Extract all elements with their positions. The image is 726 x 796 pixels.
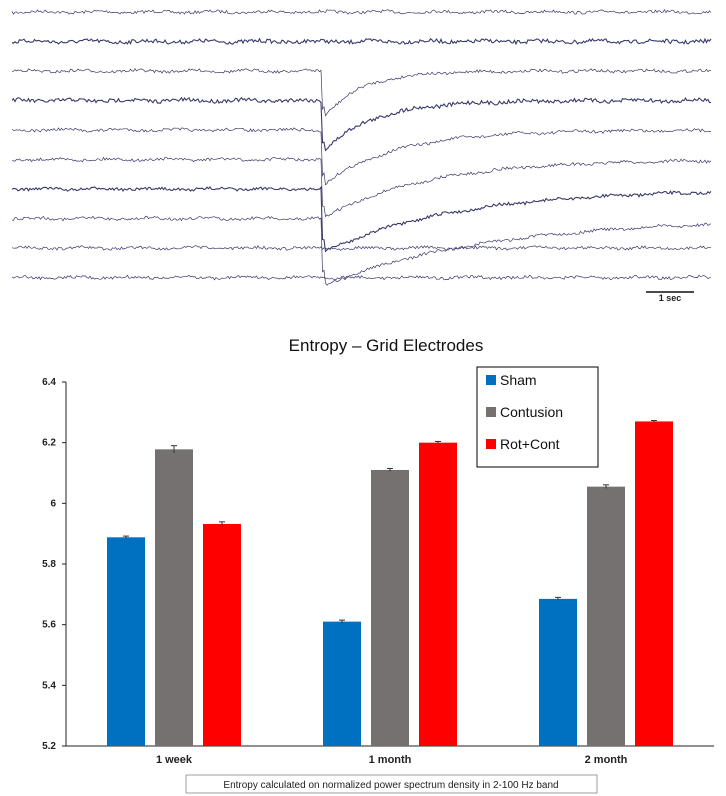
y-tick-label: 6.4	[42, 377, 56, 388]
eeg-channel-trace	[11, 68, 712, 117]
eeg-channel-trace	[11, 274, 712, 281]
legend-box	[476, 366, 599, 468]
y-tick-label: 5.2	[42, 741, 56, 752]
footnote-text: Entropy calculated on normalized power s…	[223, 780, 558, 791]
x-category-label: 2 month	[585, 754, 628, 766]
bar-sham-1-week	[107, 537, 145, 746]
eeg-trace-group	[11, 8, 712, 286]
bar-rot-cont-1-month	[419, 442, 457, 746]
eeg-traces-panel: 1 sec	[11, 8, 712, 303]
legend-entry-label: Rot+Cont	[500, 436, 560, 452]
x-category-label: 1 month	[369, 754, 412, 766]
eeg-channel-trace	[11, 215, 712, 286]
y-tick-label: 5.8	[42, 559, 56, 570]
y-tick-labels: 5.2 5.4 5.6 5.8 6 6.2 6.4	[42, 377, 56, 752]
legend: Sham Contusion Rot+Cont	[476, 366, 599, 468]
chart-title: Entropy – Grid Electrodes	[289, 336, 484, 355]
eeg-channel-trace	[11, 127, 711, 186]
bar-contusion-2-month	[587, 486, 625, 746]
scale-bar-label: 1 sec	[659, 293, 682, 303]
entropy-bar-chart: Entropy – Grid Electrodes 5.2 5.4 5.6 5.8 6 6…	[42, 336, 714, 794]
eeg-channel-trace	[11, 185, 712, 253]
legend-swatch	[486, 375, 496, 385]
eeg-channel-trace	[11, 37, 712, 46]
eeg-channel-trace	[11, 8, 712, 15]
y-tick-label: 5.6	[42, 620, 56, 631]
bar-rot-cont-1-week	[203, 523, 241, 746]
y-tick-label: 6.2	[42, 438, 56, 449]
bar-sham-1-month	[323, 621, 361, 746]
legend-swatch	[486, 407, 496, 417]
bar-contusion-1-month	[371, 469, 409, 746]
eeg-channel-trace	[11, 156, 712, 218]
legend-entry-label: Contusion	[500, 404, 563, 420]
bar-contusion-1-week	[155, 449, 193, 746]
legend-swatch	[486, 439, 496, 449]
x-category-label: 1 week	[156, 754, 193, 766]
eeg-channel-trace	[11, 245, 712, 251]
x-category-labels: 1 week 1 month 2 month	[156, 754, 628, 766]
y-tick-label: 6	[50, 498, 56, 509]
footnote: Entropy calculated on normalized power s…	[185, 774, 598, 794]
y-tick-label: 5.4	[42, 680, 56, 691]
eeg-channel-trace	[11, 96, 712, 152]
bar-sham-2-month	[539, 598, 577, 746]
bar-rot-cont-2-month	[635, 421, 673, 746]
legend-entry-label: Sham	[500, 372, 537, 388]
bar-marks	[107, 420, 673, 746]
footnote-box	[185, 774, 598, 794]
